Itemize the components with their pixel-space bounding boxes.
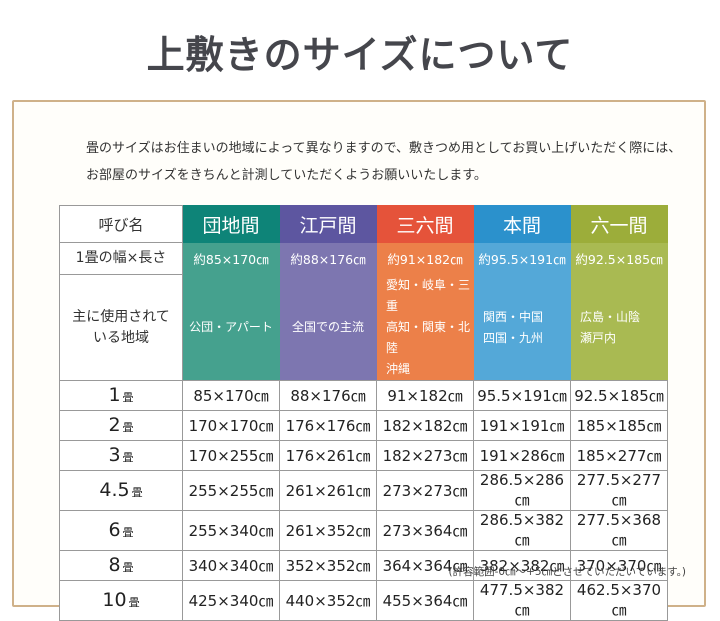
size-cell: 277.5×368㎝ — [570, 510, 668, 551]
column-header-sabroku: 三六間 — [376, 205, 474, 243]
size-cell: 191×286㎝ — [473, 440, 571, 471]
region-cell: 関西・中国 四国・九州 — [473, 274, 571, 381]
size-cell: 462.5×370㎝ — [570, 580, 668, 621]
size-cell: 273×273㎝ — [376, 470, 474, 511]
size-cell: 440×352㎝ — [279, 580, 377, 621]
dimension-cell: 約91×182㎝ — [376, 242, 474, 275]
size-cell: 85×170㎝ — [182, 380, 280, 411]
column-header-rokuichi: 六一間 — [570, 205, 668, 243]
size-cell: 455×364㎝ — [376, 580, 474, 621]
page-title: 上敷きのサイズについて — [146, 32, 574, 77]
region-cell: 公団・アパート — [182, 274, 280, 381]
size-cell: 176×176㎝ — [279, 410, 377, 441]
size-cell: 185×185㎝ — [570, 410, 668, 441]
size-cell: 88×176㎝ — [279, 380, 377, 411]
region-cell: 愛知・岐阜・三重 高知・関東・北陸 沖縄 — [376, 274, 474, 381]
dimension-cell: 約88×176㎝ — [279, 242, 377, 275]
size-cell: 176×261㎝ — [279, 440, 377, 471]
corner-header: 呼び名 — [59, 205, 183, 243]
size-cell: 370×370㎝ — [570, 550, 668, 581]
size-cell: 364×364㎝ — [376, 550, 474, 581]
column-header-danchima: 団地間 — [182, 205, 280, 243]
size-cell: 170×255㎝ — [182, 440, 280, 471]
size-cell: 91×182㎝ — [376, 380, 474, 411]
table-header-row: 呼び名 団地間 江戸間 三六間 本間 六一間 — [59, 205, 668, 243]
dimension-cell: 約92.5×185㎝ — [570, 242, 668, 275]
size-cell: 182×182㎝ — [376, 410, 474, 441]
content-frame: 畳のサイズはお住まいの地域によって異なりますので、敷きつめ用としてお買い上げいた… — [12, 100, 706, 621]
size-cell: 185×277㎝ — [570, 440, 668, 471]
size-cell: 382×382㎝ — [473, 550, 571, 581]
size-cell: 477.5×382㎝ — [473, 580, 571, 621]
size-cell: 95.5×191㎝ — [473, 380, 571, 411]
row-label-size: 10 畳 — [59, 580, 183, 621]
size-row-10: 10 畳 425×340㎝ 440×352㎝ 455×364㎝ 477.5×382… — [59, 580, 668, 621]
row-label-dimension: 1畳の幅×長さ — [59, 242, 183, 275]
size-cell: 92.5×185㎝ — [570, 380, 668, 411]
size-cell: 286.5×382㎝ — [473, 510, 571, 551]
column-header-edoma: 江戸間 — [279, 205, 377, 243]
size-cell: 261×352㎝ — [279, 510, 377, 551]
size-row-4-5: 4.5 畳 255×255㎝ 261×261㎝ 273×273㎝ 286.5×28… — [59, 470, 668, 511]
row-label-size: 4.5 畳 — [59, 470, 183, 511]
tolerance-note: (許容範囲-0㎝〜+5㎝とさせていただいています。) — [448, 566, 686, 578]
region-row: 主に使用されて いる地域 公団・アパート 全国での主流 愛知・岐阜・三重 高知・… — [59, 274, 668, 381]
size-cell: 255×255㎝ — [182, 470, 280, 511]
size-cell: 273×364㎝ — [376, 510, 474, 551]
size-cell: 277.5×277㎝ — [570, 470, 668, 511]
intro-text: 畳のサイズはお住まいの地域によって異なりますので、敷きつめ用としてお買い上げいた… — [86, 141, 682, 183]
size-cell: 352×352㎝ — [279, 550, 377, 581]
size-cell: 261×261㎝ — [279, 470, 377, 511]
dimension-cell: 約95.5×191㎝ — [473, 242, 571, 275]
size-cell: 425×340㎝ — [182, 580, 280, 621]
region-cell: 広島・山陰 瀬戸内 — [570, 274, 668, 381]
row-label-region: 主に使用されて いる地域 — [59, 274, 183, 381]
size-cell: 182×273㎝ — [376, 440, 474, 471]
mat-dimension-row: 1畳の幅×長さ 約85×170㎝ 約88×176㎝ 約91×182㎝ 約95.5… — [59, 242, 668, 275]
size-cell: 170×170㎝ — [182, 410, 280, 441]
tatami-size-table: 呼び名 団地間 江戸間 三六間 本間 六一間 1畳の幅×長さ 約85×170㎝ … — [59, 205, 668, 621]
size-cell: 340×340㎝ — [182, 550, 280, 581]
size-cell: 255×340㎝ — [182, 510, 280, 551]
dimension-cell: 約85×170㎝ — [182, 242, 280, 275]
size-cell: 286.5×286㎝ — [473, 470, 571, 511]
size-cell: 191×191㎝ — [473, 410, 571, 441]
region-cell: 全国での主流 — [279, 274, 377, 381]
column-header-honma: 本間 — [473, 205, 571, 243]
